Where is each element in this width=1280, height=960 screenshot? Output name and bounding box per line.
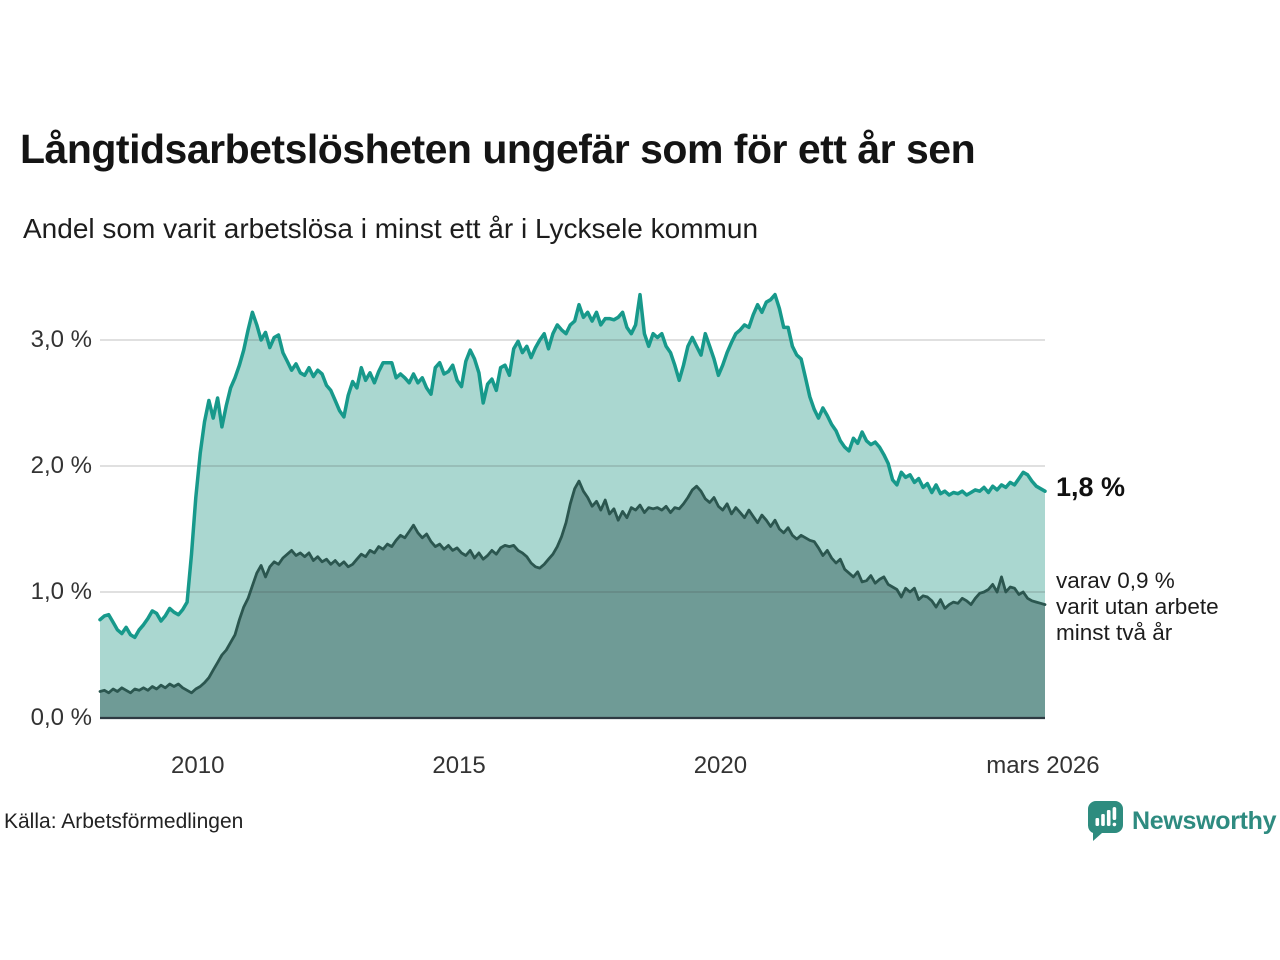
line-two-years — [98, 479, 1047, 695]
line-total-unemployed — [98, 292, 1047, 640]
page-subtitle: Andel som varit arbetslösa i minst ett å… — [23, 213, 759, 244]
x-tick-label: mars 2026 — [986, 752, 1100, 779]
y-tick-label: 1,0 % — [30, 578, 92, 605]
end-value-label: 1,8 % — [1056, 472, 1126, 502]
x-tick-label: 2015 — [432, 752, 486, 779]
x-tick-label: 2020 — [693, 752, 748, 779]
y-tick-label: 0,0 % — [30, 704, 92, 731]
x-tick-label: 2010 — [171, 752, 225, 779]
y-tick-label: 3,0 % — [30, 326, 92, 353]
page-title: Långtidsarbetslösheten ungefär som för e… — [20, 126, 976, 172]
source-note: Källa: Arbetsförmedlingen — [4, 810, 244, 833]
newsworthy-icon — [1088, 801, 1123, 841]
annotation-two-years: varav 0,9 % varit utan arbete minst två … — [1056, 568, 1219, 645]
brand-wordmark: Newsworthy — [1132, 806, 1277, 835]
brand-logo: Newsworthy — [1087, 799, 1277, 843]
y-tick-label: 2,0 % — [30, 452, 92, 479]
